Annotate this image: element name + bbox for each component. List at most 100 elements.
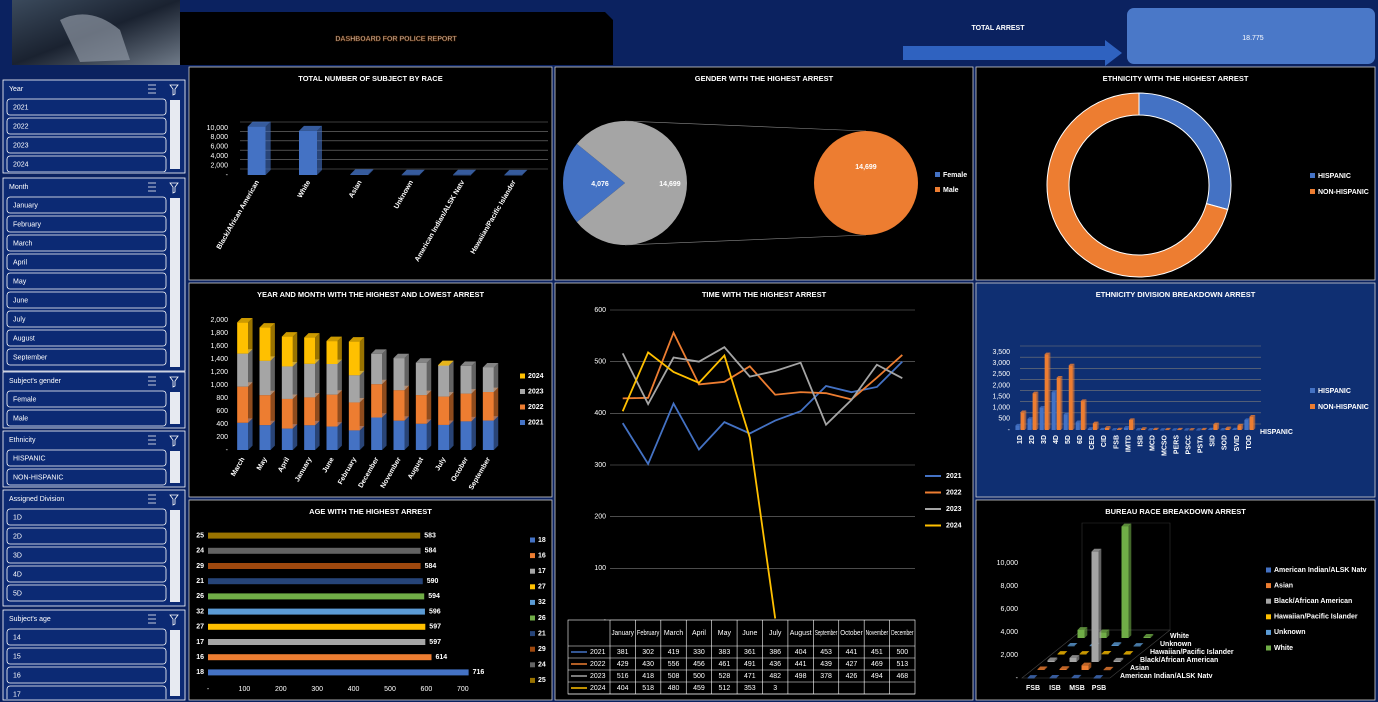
bar: [1184, 428, 1190, 431]
bar-top: [1225, 426, 1232, 429]
slicer-item[interactable]: [6, 348, 167, 366]
slicer-item[interactable]: [6, 155, 167, 172]
slicer-item[interactable]: [6, 272, 167, 290]
legend-label: 27: [538, 584, 546, 591]
slicer-item[interactable]: [6, 666, 167, 684]
bar-segment-front: [393, 390, 405, 421]
bar-segment-top: [371, 349, 387, 354]
bar-segment-side: [270, 356, 275, 396]
y-tick-label: 8,000: [210, 134, 228, 141]
table-cell: 330: [693, 649, 705, 656]
slicer-item[interactable]: [6, 449, 167, 467]
slicer-item[interactable]: [6, 253, 167, 271]
slicer-items: 14 15 16 17: [6, 628, 180, 702]
bar-segment-side: [292, 394, 298, 429]
x-tick-label: 2D: [1029, 435, 1036, 444]
slicer-item[interactable]: [6, 409, 167, 427]
slicer-scrollbar: [170, 392, 180, 424]
slicer-item[interactable]: [6, 329, 167, 347]
slicer-item[interactable]: [6, 685, 167, 702]
bar-segment-front: [326, 426, 338, 450]
legend-label: Male: [943, 187, 959, 194]
slicer-item[interactable]: [6, 136, 167, 154]
slicer-item[interactable]: [6, 215, 167, 233]
bar-side: [1120, 657, 1124, 662]
bar-segment-front: [438, 396, 450, 425]
bar-front: [1189, 429, 1194, 431]
y-tick-label: 2,500: [992, 371, 1010, 378]
bar: [208, 623, 426, 630]
bar-front: [1079, 653, 1087, 655]
slicer-item[interactable]: [6, 98, 167, 116]
y-tick-label: -: [226, 447, 229, 454]
slicer-item[interactable]: [6, 527, 167, 545]
bar-top: [1049, 674, 1060, 678]
y-tick-label: 26: [196, 593, 204, 600]
bar-front: [1249, 416, 1254, 430]
bar: [1068, 363, 1075, 430]
slicer-item[interactable]: [6, 565, 167, 583]
bar: [1032, 391, 1039, 430]
x-tick-label: 700: [457, 686, 469, 693]
slicer-item-label: Male: [13, 415, 28, 422]
back-wall: [1081, 522, 1171, 631]
data-label: 716: [473, 669, 485, 676]
legend-swatch: [530, 553, 535, 559]
bar-top: [401, 169, 425, 175]
slicer-item[interactable]: [6, 291, 167, 309]
slicer-item[interactable]: [6, 647, 167, 665]
series-line: [622, 330, 903, 401]
bar-side: [1034, 675, 1038, 678]
slicer-item[interactable]: [6, 508, 167, 526]
slicer-item[interactable]: [6, 196, 167, 214]
table-cell: 516: [617, 673, 629, 680]
bar-top: [1237, 423, 1244, 426]
slicer-item[interactable]: [6, 468, 167, 486]
x-tick-label: FSB: [1026, 685, 1040, 692]
slicer-item[interactable]: [6, 584, 167, 602]
bar-top: [1135, 428, 1142, 430]
slicer-item[interactable]: [6, 234, 167, 252]
legend-label: 2021: [946, 473, 962, 480]
legend-label: 2022: [528, 404, 544, 411]
legend-swatch: [530, 599, 535, 605]
bar-front: [1172, 429, 1177, 431]
bar-front: [1091, 551, 1099, 662]
y-tick-label: -: [1008, 427, 1011, 434]
bar: [208, 593, 425, 600]
slicer-item[interactable]: [6, 546, 167, 564]
table-cell: 471: [744, 673, 756, 680]
legend-swatch: [520, 404, 525, 410]
y-tick-label: 500: [998, 416, 1010, 423]
data-label: 597: [429, 624, 441, 631]
slicer-item[interactable]: [6, 628, 167, 646]
bar-segment-side: [270, 390, 275, 426]
y-tick-label: 29: [196, 563, 204, 570]
bar-side: [1176, 428, 1178, 430]
y-tick-label: 17: [196, 639, 204, 646]
bar-side: [1054, 657, 1058, 662]
bar-front: [1160, 429, 1165, 431]
bar-segment-side: [292, 424, 298, 450]
slicer-item[interactable]: [6, 390, 167, 408]
bar: [1123, 651, 1134, 655]
bar-top: [1071, 674, 1082, 678]
bar-segment-front: [259, 425, 271, 450]
bar-top: [350, 169, 374, 175]
x-tick-label: TOD: [1246, 435, 1253, 450]
table-cell: 419: [668, 649, 680, 656]
bar-segment: [371, 349, 387, 385]
legend-swatch: [520, 420, 525, 425]
slicer-item[interactable]: [6, 117, 167, 135]
data-label: 4,076: [591, 181, 609, 188]
depth-label: Asian: [1130, 665, 1149, 672]
slicer-item[interactable]: [6, 310, 167, 328]
bar-side: [1145, 427, 1147, 430]
dashboard-title: DASHBOARD FOR POLICE REPORT: [335, 36, 457, 43]
depth-label: HISPANIC: [1260, 429, 1293, 436]
bar: [1099, 629, 1110, 638]
legend-swatch: [1266, 583, 1271, 589]
bar-segment-front: [393, 358, 405, 391]
total-box: [1127, 8, 1375, 64]
legend-swatch: [530, 615, 535, 621]
